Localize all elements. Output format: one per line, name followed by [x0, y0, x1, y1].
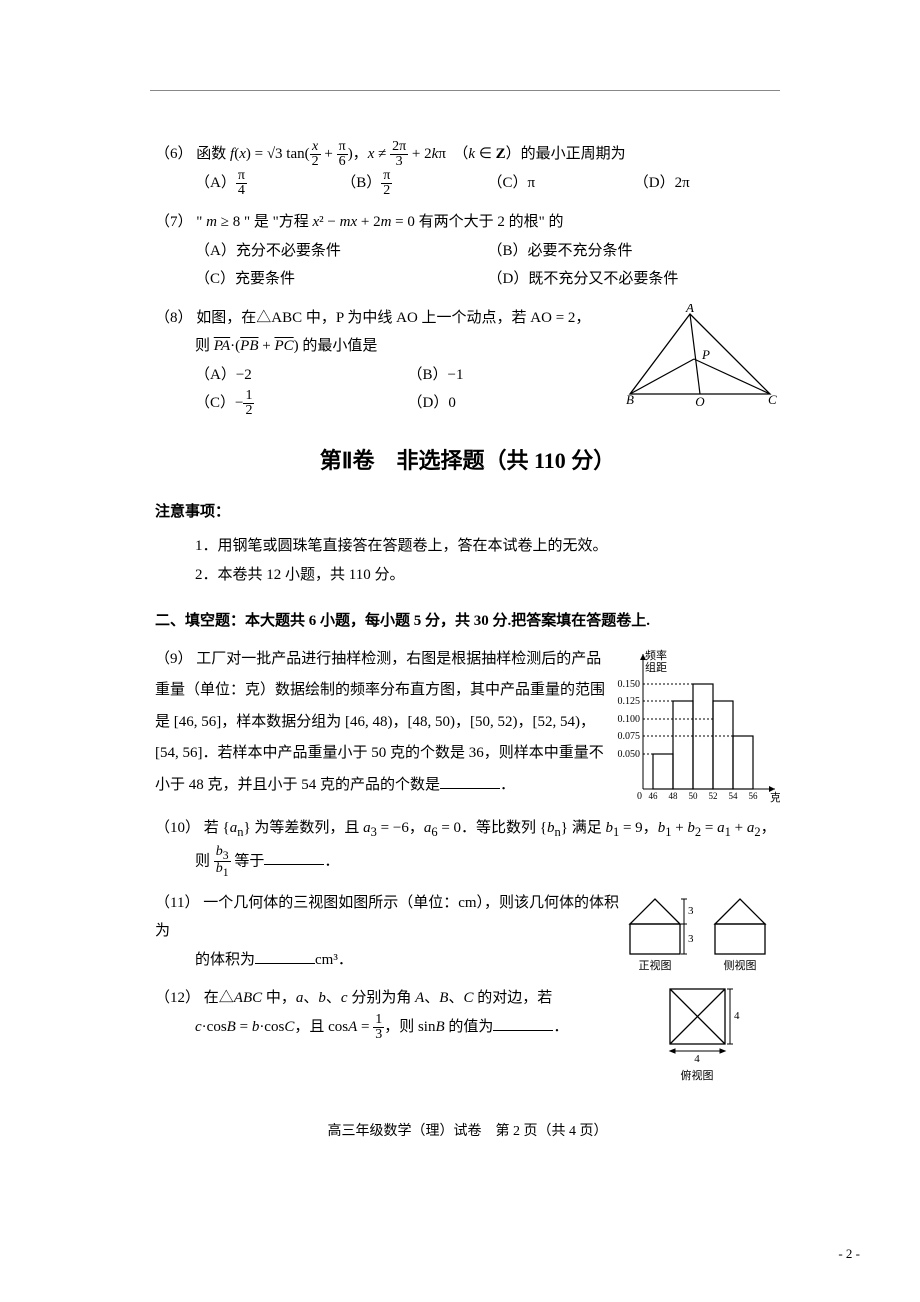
q8-opt-a: （A）−2 [195, 361, 408, 390]
svg-text:56: 56 [749, 791, 759, 801]
q6-opt-a: （A）π4 [195, 169, 341, 198]
q8-opt-c: （C）−12 [195, 389, 408, 418]
svg-text:0: 0 [637, 791, 642, 802]
question-6: （6） 函数 f(x) = √3 tan(x2 + π6)，x ≠ 2π3 + … [155, 140, 780, 198]
page-footer: 高三年级数学（理）试卷 第 2 页（共 4 页） [155, 1119, 780, 1146]
q9-text: 工厂对一批产品进行抽样检测，右图是根据抽样检测后的产品重量（单位：克）数据绘制的… [155, 651, 605, 793]
svg-text:C: C [768, 392, 777, 407]
q8-num: （8） [155, 310, 193, 326]
svg-text:0.075: 0.075 [618, 731, 641, 742]
q10-line2: 则 b3b1 等于． [195, 845, 780, 879]
q8-stem: （8） 如图，在△ABC 中，P 为中线 AO 上一个动点，若 AO = 2， [155, 304, 620, 333]
q6-opt-d: （D）2π [634, 169, 780, 198]
q6-opt-c: （C）π [488, 169, 634, 198]
q12-line2: c·cosB = b·cosC，且 cosA = 13，则 sinB 的值为． [195, 1013, 620, 1042]
notice-item-2: 2．本卷共 12 小题，共 110 分。 [195, 561, 780, 590]
question-10: （10） 若 {an} 为等差数列，且 a3 = −6，a6 = 0．等比数列 … [155, 814, 780, 879]
svg-text:54: 54 [729, 791, 739, 801]
svg-text:50: 50 [689, 791, 699, 801]
q7-num: （7） [155, 214, 193, 230]
svg-text:克: 克 [770, 791, 780, 804]
page-number: - 2 - [838, 1246, 860, 1262]
svg-text:P: P [701, 347, 710, 362]
q6-options: （A）π4 （B）π2 （C）π （D）2π [195, 169, 780, 198]
q8-options: （A）−2 （B）−1 （C）−12 （D）0 [195, 361, 620, 419]
svg-text:正视图: 正视图 [639, 958, 672, 972]
q12-blank [493, 1015, 553, 1031]
svg-text:0.100: 0.100 [618, 714, 641, 725]
question-12: （12） 在△ABC 中，a、b、c 分别为角 A、B、C 的对边，若 c·co… [155, 984, 620, 1042]
svg-text:A: A [685, 304, 694, 315]
svg-text:组距: 组距 [645, 660, 667, 674]
q7-opt-a: （A）充分不必要条件 [195, 237, 488, 266]
svg-text:0.050: 0.050 [618, 749, 641, 760]
q6-opt-b: （B）π2 [341, 169, 487, 198]
question-7: （7） " m ≥ 8 " 是 "方程 x² − mx + 2m = 0 有两个… [155, 208, 780, 294]
svg-text:俯视图: 俯视图 [681, 1068, 714, 1082]
triangle-figure: A B C O P [620, 304, 780, 409]
notice-title: 注意事项： [155, 498, 780, 527]
top-rule [150, 90, 780, 91]
svg-text:3: 3 [688, 933, 694, 945]
svg-text:4: 4 [734, 1010, 740, 1022]
svg-text:0.150: 0.150 [618, 679, 641, 690]
q7-opt-d: （D）既不充分又不必要条件 [488, 265, 781, 294]
notice-item-1: 1．用钢笔或圆珠笔直接答在答题卷上，答在本试卷上的无效。 [195, 532, 780, 561]
q8-opt-d: （D）0 [408, 389, 621, 418]
q10-blank [264, 849, 324, 865]
q8-line2: 则 PA·(PB + PC) 的最小值是 [195, 332, 620, 361]
q7-opt-c: （C）充要条件 [195, 265, 488, 294]
svg-text:B: B [626, 392, 634, 407]
three-views-figure: 3 3 正视图 侧视图 4 4 [620, 889, 780, 1089]
svg-text:3: 3 [688, 905, 694, 917]
exam-page: （6） 函数 f(x) = √3 tan(x2 + π6)，x ≠ 2π3 + … [0, 0, 920, 1185]
svg-text:4: 4 [694, 1053, 700, 1065]
svg-text:频率: 频率 [645, 648, 667, 662]
q6-num: （6） [155, 146, 193, 162]
svg-text:48: 48 [669, 791, 679, 801]
svg-text:0.125: 0.125 [618, 696, 641, 707]
q12-num: （12） [155, 990, 200, 1006]
q8-opt-b: （B）−1 [408, 361, 621, 390]
q10-num: （10） [155, 820, 200, 836]
question-11: （11） 一个几何体的三视图如图所示（单位：cm），则该几何体的体积为 的体积为… [155, 889, 620, 975]
svg-text:46: 46 [649, 791, 659, 801]
q11-blank [255, 948, 315, 964]
q11-num: （11） [155, 895, 199, 911]
q7-opt-b: （B）必要不充分条件 [488, 237, 781, 266]
question-9: （9） 工厂对一批产品进行抽样检测，右图是根据抽样检测后的产品重量（单位：克）数… [155, 644, 780, 804]
q9-num: （9） [155, 651, 193, 667]
svg-text:52: 52 [709, 791, 718, 801]
q7-options: （A）充分不必要条件 （B）必要不充分条件 （C）充要条件 （D）既不充分又不必… [195, 237, 780, 294]
question-8: （8） 如图，在△ABC 中，P 为中线 AO 上一个动点，若 AO = 2， … [155, 304, 780, 419]
q11-text: 一个几何体的三视图如图所示（单位：cm），则该几何体的体积为 [155, 895, 619, 940]
histogram-figure: 频率 组距 克 0.050 0.075 0.100 0.125 0.150 [605, 644, 780, 804]
q9-blank [440, 773, 500, 789]
svg-text:侧视图: 侧视图 [724, 958, 757, 972]
q6-stem: （6） 函数 f(x) = √3 tan(x2 + π6)，x ≠ 2π3 + … [155, 140, 780, 169]
q11-q12-row: （11） 一个几何体的三视图如图所示（单位：cm），则该几何体的体积为 的体积为… [155, 889, 780, 1089]
q7-stem: （7） " m ≥ 8 " 是 "方程 x² − mx + 2m = 0 有两个… [155, 208, 780, 237]
fill-section-title: 二、填空题：本大题共 6 小题，每小题 5 分，共 30 分.把答案填在答题卷上… [155, 607, 780, 636]
section-2-title: 第Ⅱ卷 非选择题（共 110 分） [155, 440, 780, 482]
svg-text:O: O [695, 394, 705, 409]
